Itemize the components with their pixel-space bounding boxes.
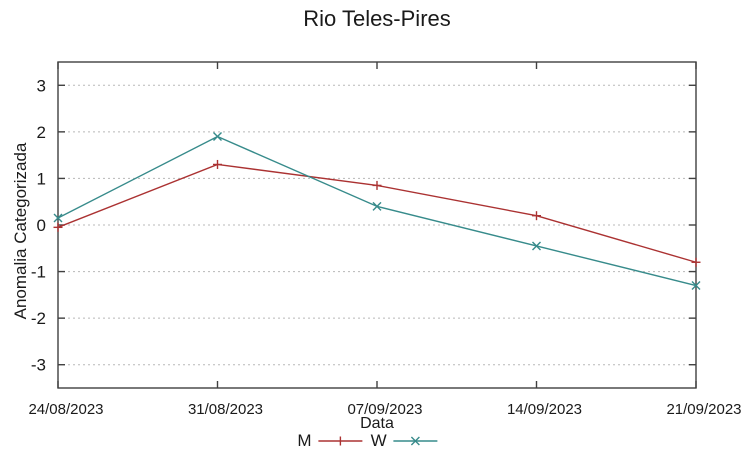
x-tick-label: 31/08/2023: [188, 401, 263, 418]
x-axis-label: Data: [360, 415, 394, 432]
marker-cross-W: [53, 213, 63, 223]
y-tick-label: 0: [37, 216, 46, 235]
x-tick-label: 21/09/2023: [666, 401, 741, 418]
series-line-M: [57, 163, 697, 263]
series-line-W: [57, 135, 697, 287]
y-tick-label: 1: [37, 169, 46, 188]
legend-sample-plus-icon: [318, 434, 364, 448]
marker-cross-W: [213, 132, 222, 142]
chart-title: Rio Teles-Pires: [303, 6, 451, 31]
legend-label: W: [370, 431, 387, 450]
y-tick-label: -3: [31, 356, 46, 375]
x-tick-label: 14/09/2023: [507, 401, 582, 418]
y-tick-label: 3: [37, 76, 46, 95]
legend-item-M: M: [297, 431, 363, 451]
legend-label: M: [297, 431, 312, 450]
marker-cross-W: [372, 201, 382, 211]
y-tick-label: -2: [31, 309, 46, 328]
marker-cross-W: [691, 281, 701, 291]
legend-sample-cross-icon: [393, 434, 439, 448]
x-tick-label: 24/08/2023: [28, 401, 103, 418]
y-tick-label: -1: [31, 263, 46, 282]
x-tick-label: 07/09/2023: [347, 401, 422, 418]
y-tick-label: 2: [37, 123, 46, 142]
marker-cross-W: [532, 241, 541, 251]
legend-item-W: W: [371, 431, 439, 451]
